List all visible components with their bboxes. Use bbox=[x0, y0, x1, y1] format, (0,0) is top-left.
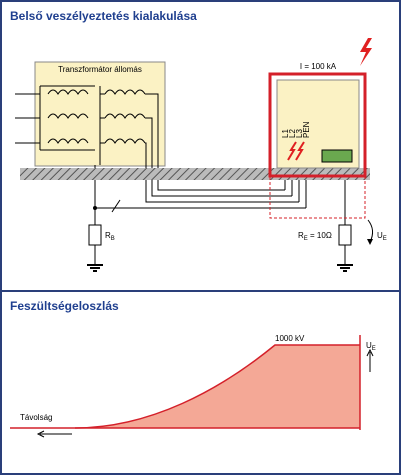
rb-label: RB bbox=[105, 231, 115, 242]
dist-title: Feszültségeloszlás bbox=[10, 299, 119, 313]
re-label: RE = 10Ω bbox=[298, 231, 332, 242]
conductor: L1 bbox=[281, 129, 290, 138]
conductor: L3 bbox=[295, 129, 304, 138]
resistor-rb bbox=[88, 224, 102, 246]
ue-arrowhead bbox=[367, 239, 373, 245]
ue-label: UE bbox=[377, 231, 387, 242]
peak: 1000 kV bbox=[275, 334, 305, 343]
ground bbox=[20, 168, 370, 180]
dashed-zone bbox=[269, 175, 366, 219]
arc bbox=[287, 141, 305, 161]
terminal bbox=[321, 149, 353, 163]
resistor-re bbox=[338, 224, 352, 246]
distance-arrow bbox=[36, 430, 72, 438]
voltage-area bbox=[75, 345, 360, 428]
current: I = 100 kA bbox=[300, 62, 337, 71]
conductor: L2 bbox=[288, 129, 297, 138]
voltage-label: UE bbox=[366, 341, 376, 352]
axes bbox=[10, 335, 361, 430]
voltage-arrow bbox=[366, 348, 374, 372]
voltage-curve bbox=[74, 344, 360, 429]
node bbox=[93, 206, 97, 210]
lightning bbox=[360, 38, 372, 66]
title: Belső veszélyeztetés kialakulása bbox=[10, 9, 197, 23]
distance-label: Távolság bbox=[20, 413, 52, 422]
grounds bbox=[87, 264, 353, 272]
station-label: Transzformátor állomás bbox=[58, 65, 142, 74]
conductor: PEN bbox=[302, 121, 311, 138]
